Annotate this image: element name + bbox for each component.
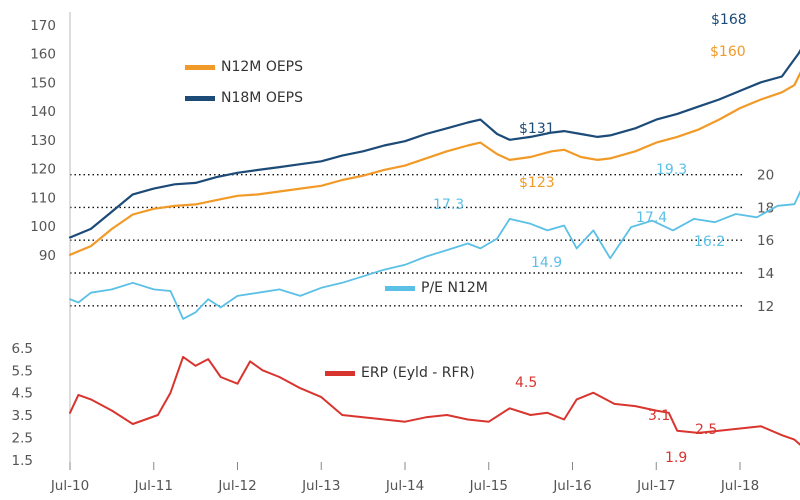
erp-axis-tick-3.5: 3.5: [12, 408, 33, 424]
legend-swatch-erp-eyld-rfr-: [325, 371, 355, 376]
left-axis-tick-140: 140: [30, 104, 56, 120]
x-axis-tick-Jul-11: Jul-11: [134, 478, 173, 494]
annotation-123: $123: [519, 175, 555, 191]
annotation-160: $160: [710, 44, 746, 60]
x-axis-tick-Jul-12: Jul-12: [217, 478, 256, 494]
legend: N12M OEPS N18M OEPS P/E N12M ERP (Eyld - RF…: [185, 59, 488, 381]
legend-swatch-n12m-oeps: [185, 65, 215, 70]
annotation-17.4: 17.4: [636, 210, 667, 226]
legend-swatch-n18m-oeps: [185, 96, 215, 101]
erp-axis-tick-2.5: 2.5: [12, 430, 33, 446]
axes: 20 18 16 14 12 90 100 110 120 130 140 150 160 170 1.5 2…: [12, 12, 774, 494]
left-axis-tick-130: 130: [30, 133, 56, 149]
left-axis-tick-170: 170: [30, 18, 56, 34]
erp-annotation-1.9: 1.9: [665, 450, 687, 466]
annotation-19.3: 19.3: [656, 162, 687, 178]
erp-annotation-3.1: 3.1: [648, 408, 670, 424]
erp-axis-tick-4.5: 4.5: [12, 386, 33, 402]
annotation-131: $131: [519, 121, 555, 137]
x-axis-tick-Jul-15: Jul-15: [469, 478, 508, 494]
series-lines: [68, 48, 800, 446]
left-axis-tick-160: 160: [30, 47, 56, 63]
annotation-16.2: 16.2: [694, 234, 725, 250]
annotation-17.3: 17.3: [433, 197, 464, 213]
erp-annotation-2.5: 2.5: [695, 422, 717, 438]
right-axis-tick-14: 14: [757, 266, 774, 282]
annotation-168: $168: [711, 12, 747, 28]
x-axis-tick-Jul-16: Jul-16: [552, 478, 591, 494]
x-axis-tick-Jul-18: Jul-18: [720, 478, 759, 494]
legend-label-p-e-n12m: P/E N12M: [421, 280, 488, 296]
left-axis-tick-120: 120: [30, 162, 56, 178]
x-axis-tick-Jul-10: Jul-10: [50, 478, 89, 494]
legend-label-n12m-oeps: N12M OEPS: [221, 59, 303, 75]
legend-label-n18m-oeps: N18M OEPS: [221, 90, 303, 106]
legend-label-erp-eyld-rfr-: ERP (Eyld - RFR): [361, 365, 475, 381]
x-axis-tick-Jul-17: Jul-17: [636, 478, 675, 494]
erp-axis-tick-6.5: 6.5: [12, 341, 33, 357]
series-line-erp-eyld-rfr-: [69, 355, 800, 446]
left-axis-tick-100: 100: [30, 219, 56, 235]
erp-annotation-4.5: 4.5: [515, 375, 537, 391]
series-line-p-e-n12m: [69, 190, 800, 320]
right-axis-tick-18: 18: [757, 200, 774, 216]
annotations: $168 $160 $131 $123 17.3 19.3 17.4 14.9 16.2 4.5 3…: [433, 12, 747, 466]
left-axis-tick-150: 150: [30, 75, 56, 91]
right-axis-tick-20: 20: [757, 168, 774, 184]
erp-axis-tick-5.5: 5.5: [12, 363, 33, 379]
right-axis-tick-16: 16: [757, 233, 774, 249]
left-axis-tick-90: 90: [39, 248, 56, 264]
right-axis-tick-12: 12: [757, 299, 774, 315]
erp-axis-tick-1.5: 1.5: [12, 453, 33, 469]
gridlines: [70, 173, 745, 307]
series-line-n12m-oeps: [68, 71, 800, 256]
annotation-14.9: 14.9: [531, 255, 562, 271]
legend-swatch-p-e-n12m: [385, 286, 415, 291]
x-axis-tick-Jul-14: Jul-14: [385, 478, 424, 494]
x-axis-tick-Jul-13: Jul-13: [301, 478, 340, 494]
left-axis-tick-110: 110: [30, 190, 56, 206]
series-line-n18m-oeps: [68, 48, 800, 239]
